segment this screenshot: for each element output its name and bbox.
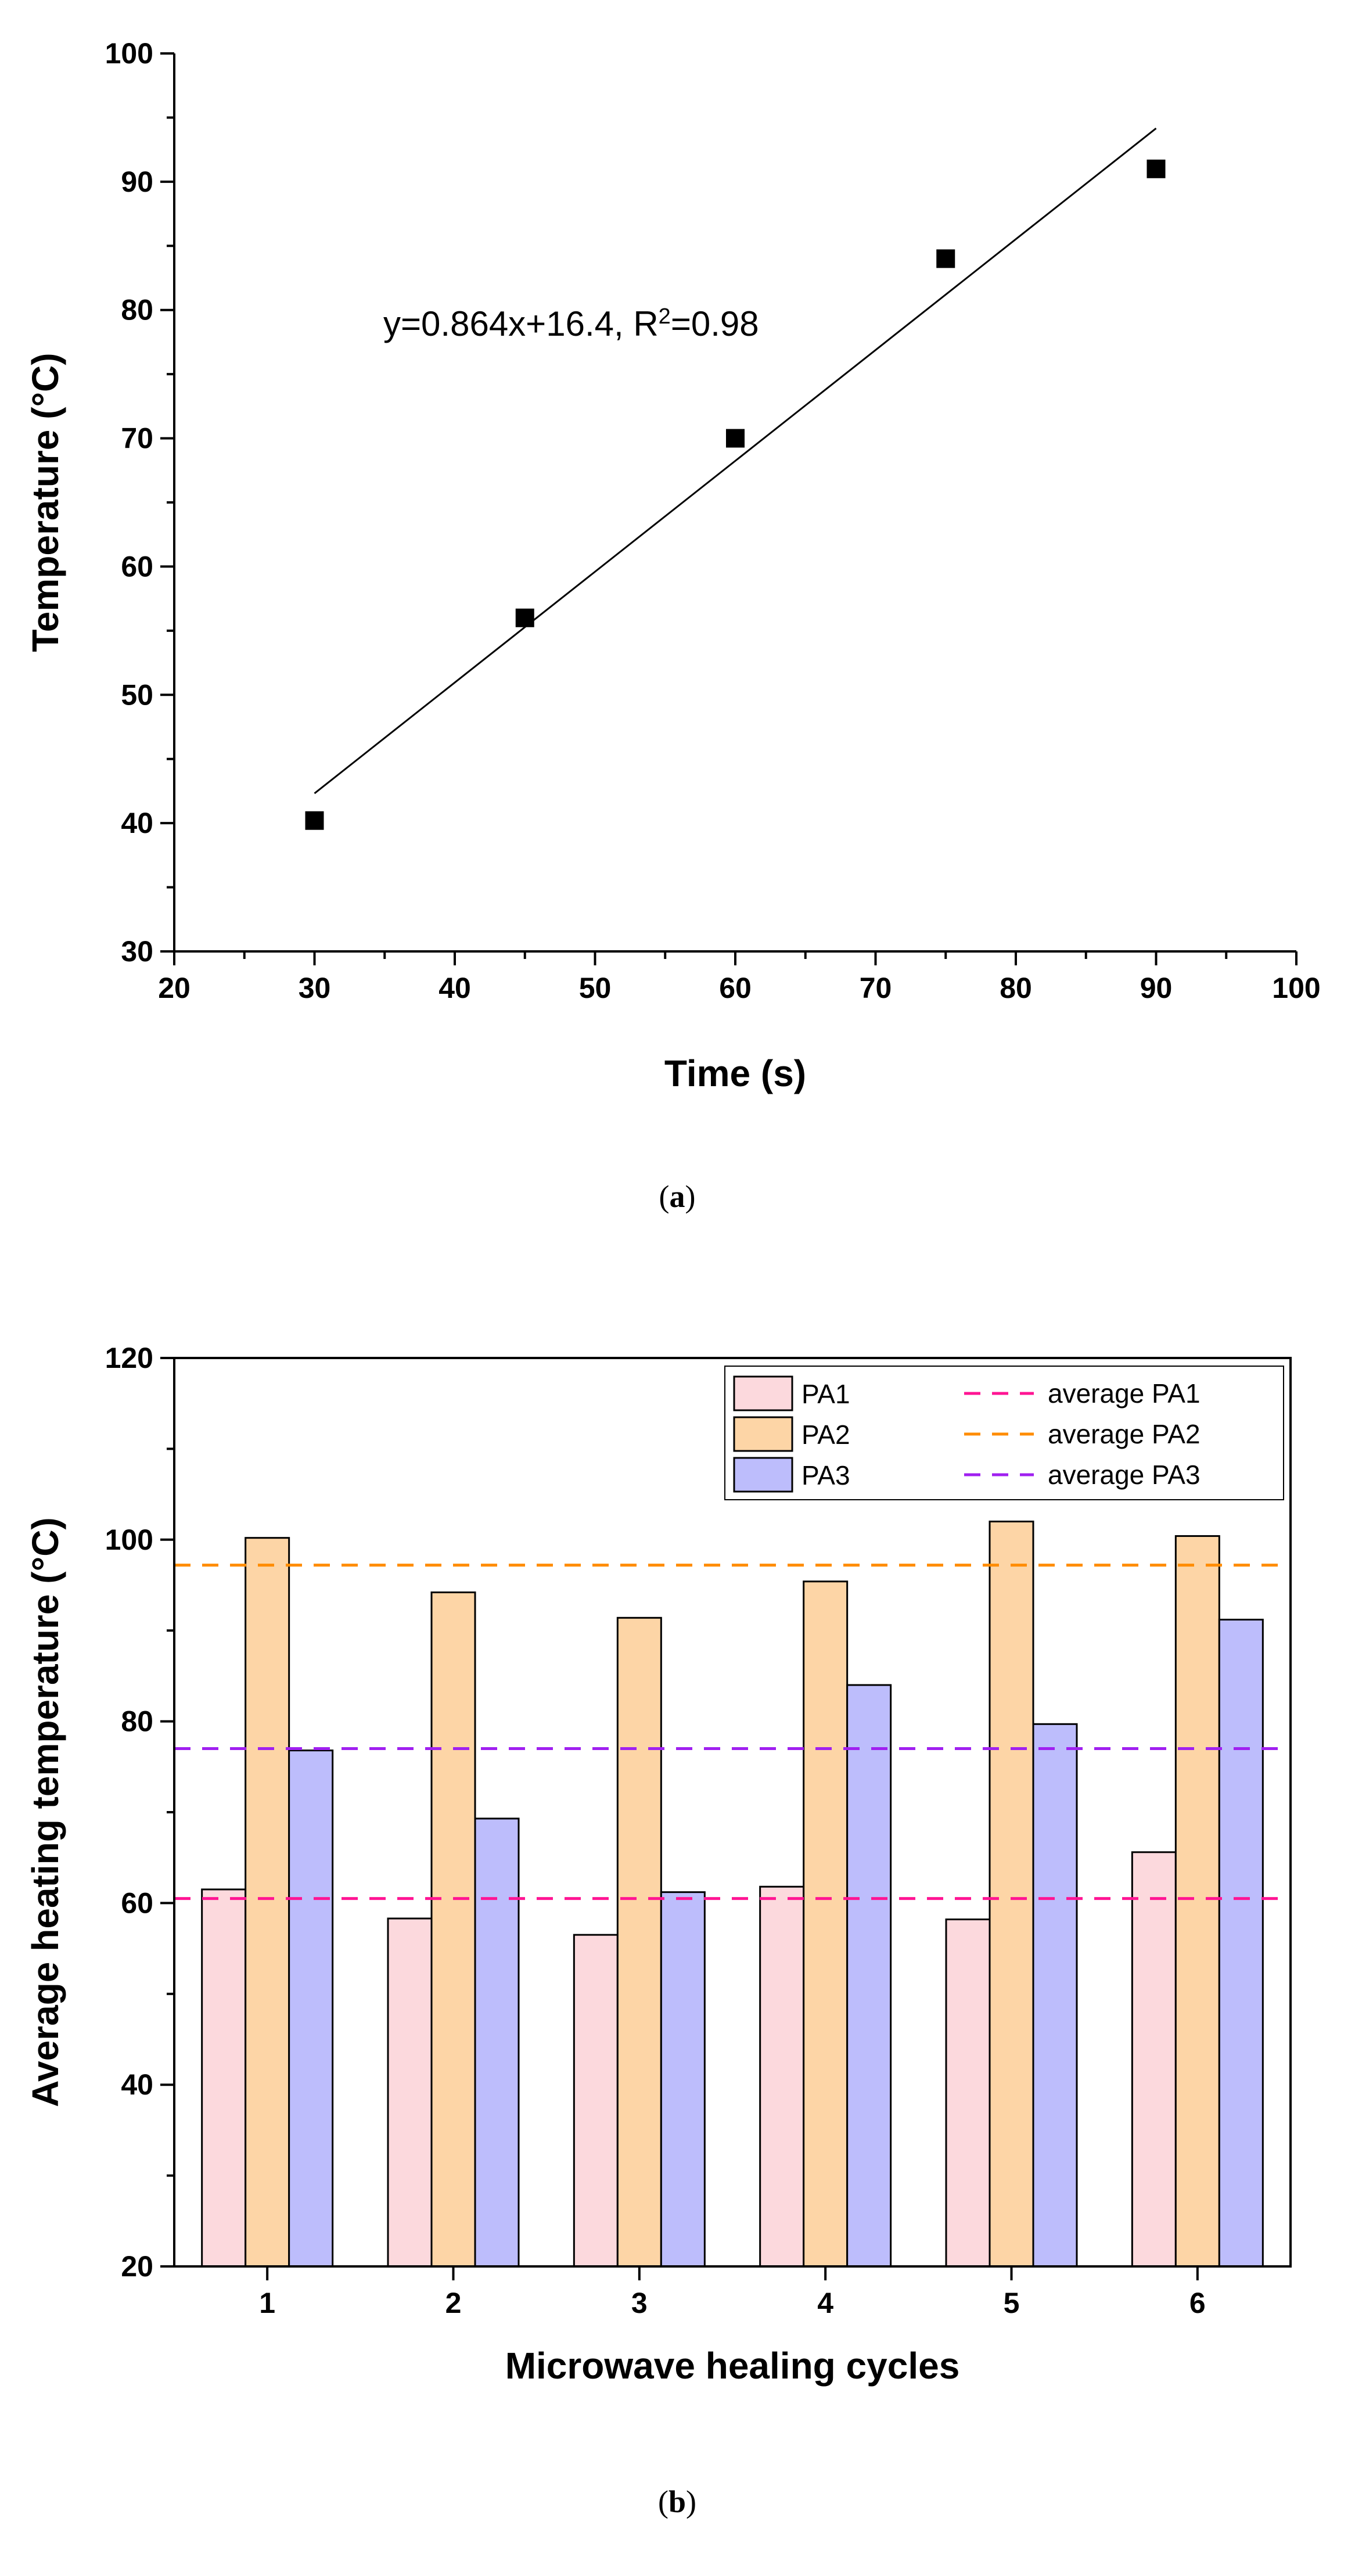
bar-pa2: [245, 1537, 290, 2268]
x-tick-label: 90: [1140, 972, 1173, 1004]
b-axes: 20 40 60 80 100 120 1 2 3 4 5 6: [105, 1342, 1292, 2319]
x-tick-label: 80: [1000, 972, 1032, 1004]
x-tick-label: 3: [631, 2287, 648, 2319]
bar-pa1: [201, 1888, 247, 2268]
y-tick-label: 100: [105, 37, 153, 70]
bars: [201, 1521, 1264, 2268]
legend-swatch-pa1: [733, 1375, 793, 1411]
bar-pa1: [759, 1885, 805, 2268]
bar-pa3: [288, 1749, 334, 2268]
y-tick-label: 100: [105, 1524, 153, 1556]
legend-label-pa2: PA2: [802, 1420, 850, 1450]
x-axis-title-b: Microwave healing cycles: [505, 2345, 960, 2387]
x-tick-label: 4: [817, 2287, 833, 2319]
y-tick-label: 40: [121, 807, 153, 839]
legend-swatch-pa2: [733, 1416, 793, 1452]
legend-label-average-pa2: average PA2: [1048, 1419, 1201, 1449]
bar-pa1: [1131, 1851, 1177, 2268]
y-tick-label: 50: [121, 678, 153, 711]
y-tick-label: 60: [121, 1887, 153, 1919]
regression-line: [314, 127, 1157, 795]
y-tick-label: 30: [121, 935, 153, 968]
data-point: [515, 608, 534, 627]
x-tick-label: 50: [579, 972, 612, 1004]
legend: PA1 PA2 PA3 average PA1 average PA2 average P…: [724, 1366, 1284, 1500]
x-tick-label: 20: [158, 972, 191, 1004]
legend-label-average-pa3: average PA3: [1048, 1460, 1201, 1490]
y-tick-label: 80: [121, 1705, 153, 1738]
bar-pa3: [1032, 1723, 1078, 2268]
fit-annotation: y=0.864x+16.4, R2=0.98: [383, 304, 759, 343]
bar-pa2: [1174, 1535, 1220, 2268]
bar-pa3: [474, 1817, 520, 2268]
panel-b-caption: (b): [658, 2484, 696, 2519]
y-tick-label: 70: [121, 422, 153, 455]
y-tick-label: 40: [121, 2068, 153, 2101]
y-tick-label: 90: [121, 166, 153, 198]
y-axis-title-a: Temperature (°C): [24, 353, 66, 652]
x-tick-label: 100: [1272, 972, 1320, 1004]
bar-pa3: [660, 1891, 706, 2268]
data-point: [1146, 159, 1166, 178]
bar-pa2: [989, 1521, 1034, 2268]
x-tick-label: 60: [719, 972, 752, 1004]
y-tick-label: 80: [121, 294, 153, 326]
x-tick-label: 40: [439, 972, 471, 1004]
bar-pa3: [1218, 1618, 1264, 2268]
x-axis-title-a: Time (s): [664, 1052, 806, 1094]
panel-a-caption: (a): [659, 1179, 696, 1214]
data-points: [305, 159, 1166, 830]
legend-label-pa1: PA1: [802, 1379, 850, 1409]
y-tick-label: 60: [121, 550, 153, 583]
legend-label-average-pa1: average PA1: [1048, 1378, 1201, 1409]
bar-pa1: [945, 1918, 991, 2268]
data-point: [305, 811, 324, 830]
y-tick-label: 20: [121, 2250, 153, 2283]
plot-a-frame: [174, 53, 1296, 951]
fit-line: [314, 127, 1157, 795]
y-tick-label: 120: [105, 1342, 153, 1374]
bar-pa1: [573, 1934, 619, 2268]
x-tick-label: 6: [1189, 2287, 1206, 2319]
bar-pa1: [387, 1917, 433, 2268]
data-point: [726, 429, 745, 448]
y-axis-title-b: Average heating temperature (°C): [24, 1517, 66, 2107]
bar-pa3: [846, 1684, 892, 2268]
legend-swatch-pa3: [733, 1457, 793, 1493]
x-tick-label: 5: [1004, 2287, 1020, 2319]
x-tick-label: 1: [259, 2287, 275, 2319]
data-point: [936, 249, 955, 268]
x-tick-label: 70: [860, 972, 892, 1004]
x-tick-label: 2: [445, 2287, 462, 2319]
bar-pa2: [430, 1591, 476, 2268]
average-lines: [174, 1564, 1291, 1900]
x-tick-label: 30: [299, 972, 331, 1004]
legend-label-pa3: PA3: [802, 1460, 850, 1490]
bar-pa2: [803, 1580, 849, 2268]
bar-chart-panel: 20 40 60 80 100 120 1 2 3 4 5 6 PA1 PA2 PA3 average PA…: [24, 1342, 1292, 2519]
bar-pa2: [616, 1616, 662, 2268]
